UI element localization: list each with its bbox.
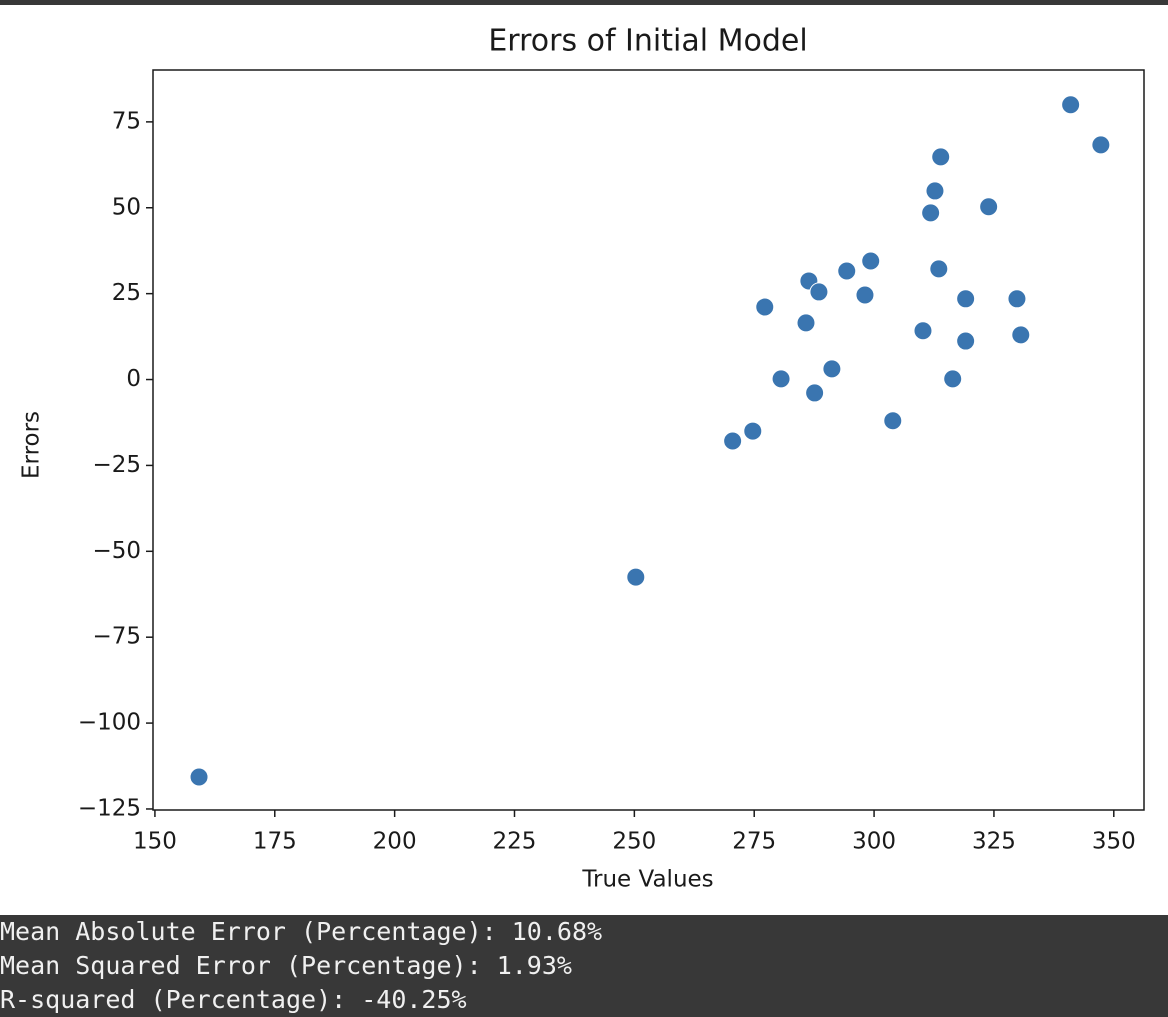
point [723,431,743,451]
point [1091,135,1111,155]
point [925,181,945,201]
x-tick-label: 200 [373,829,417,855]
point [1011,325,1031,345]
output-line: R-squared (Percentage): -40.25% [0,985,467,1014]
point [861,251,881,271]
cell-output: Mean Absolute Error (Percentage): 10.68%… [0,915,1168,1017]
x-tick-label: 225 [493,829,537,855]
x-axis-label: True Values [581,867,713,893]
point [921,203,941,223]
x-tick-label: 150 [133,829,177,855]
y-axis-label: Errors [19,411,45,479]
chart: Errors of Initial Model True Values Erro… [0,5,1168,915]
point [979,197,999,217]
point [809,282,829,302]
x-tick-label: 325 [972,829,1016,855]
y-tick-label: −50 [92,538,141,564]
chart-title: Errors of Initial Model [488,24,807,59]
y-tick-label: −25 [92,452,141,478]
point [796,313,816,333]
point [943,369,963,389]
point [755,297,775,317]
output-line: Mean Squared Error (Percentage): 1.93% [0,951,572,980]
point [837,261,857,281]
y-tick-label: 0 [126,366,141,392]
point [1061,95,1081,115]
y-tick-label: 25 [112,280,141,306]
point [956,331,976,351]
x-tick-label: 275 [732,829,776,855]
x-tick-label: 350 [1092,829,1136,855]
y-tick-label: 50 [112,194,141,220]
output-line: Mean Absolute Error (Percentage): 10.68% [0,917,603,946]
point [929,259,949,279]
point [883,411,903,431]
point [956,289,976,309]
point [931,147,951,167]
point [855,285,875,305]
point [805,383,825,403]
point [1007,289,1027,309]
y-tick-label: −125 [78,795,141,821]
point [743,421,763,441]
x-tick-label: 250 [612,829,656,855]
x-tick-label: 175 [253,829,297,855]
point [913,321,933,341]
y-tick-label: 75 [112,108,141,134]
y-tick-label: −100 [78,710,141,736]
plot-frame [152,69,1145,811]
point [626,567,646,587]
y-tick-label: −75 [92,624,141,650]
point [189,767,209,787]
x-tick-label: 300 [852,829,896,855]
point [822,359,842,379]
point [771,369,791,389]
